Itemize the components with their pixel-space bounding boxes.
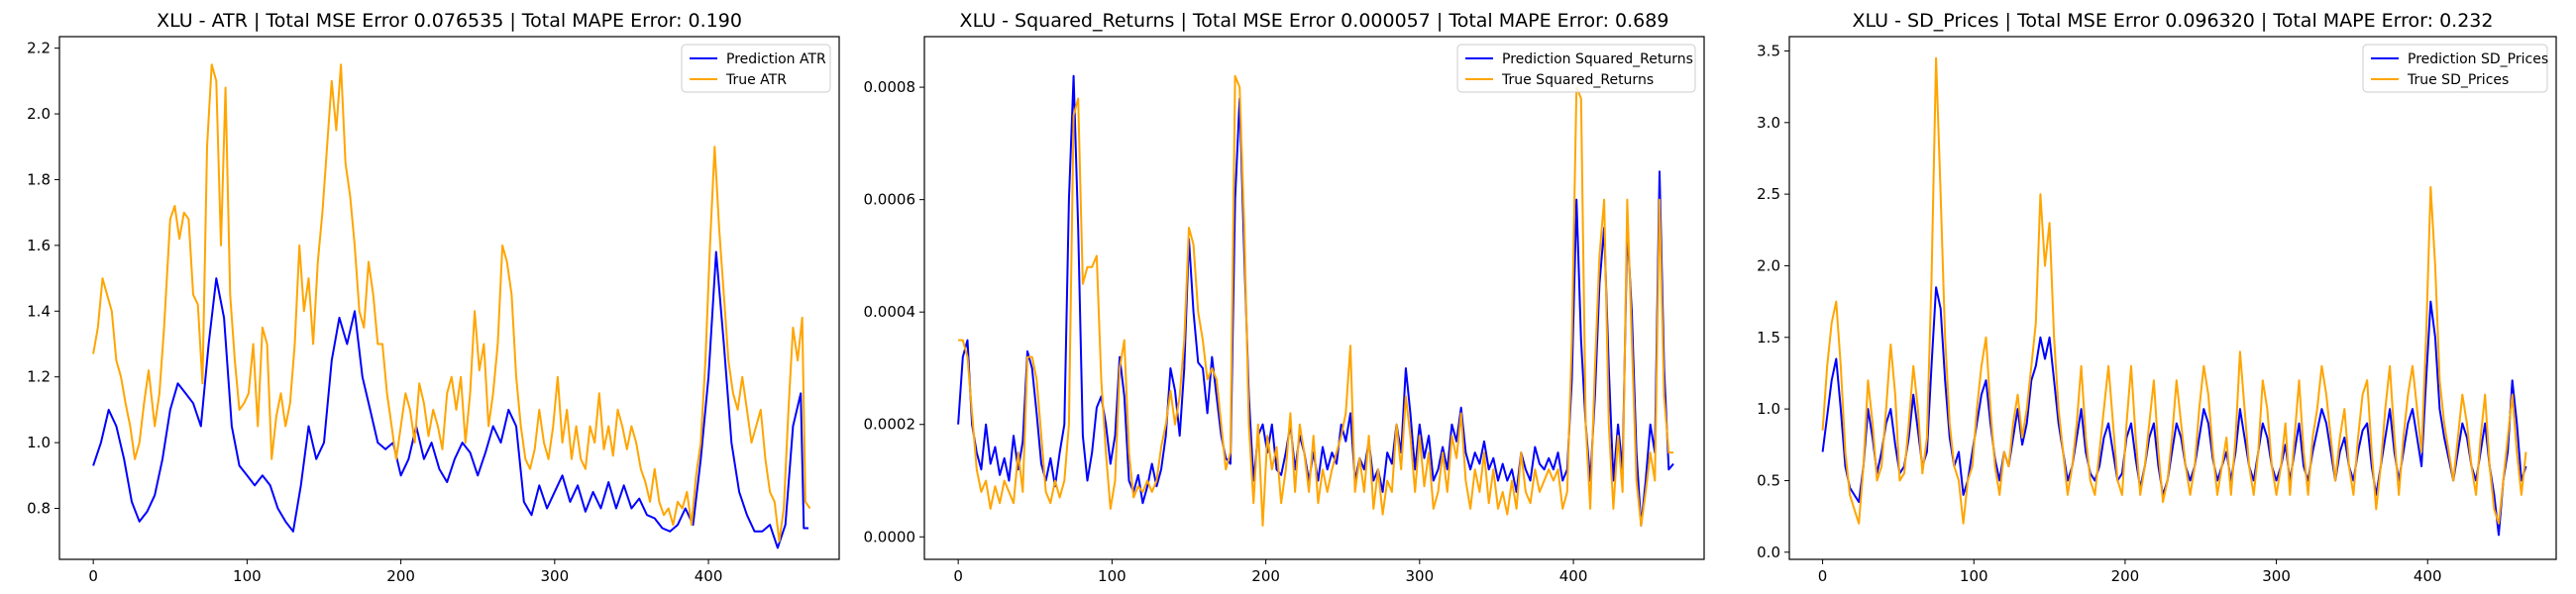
y-tick-label: 1.8 (27, 170, 51, 188)
legend-box (1456, 44, 1696, 93)
legend-label-0: Prediction SD_Prices (2408, 51, 2548, 67)
x-tick-label: 100 (233, 567, 262, 585)
legend-box (2362, 44, 2548, 93)
chart-title: XLU - Squared_Returns | Total MSE Error … (960, 10, 1669, 32)
x-tick-label: 200 (2111, 567, 2140, 585)
x-tick-label: 400 (695, 567, 723, 585)
y-tick-label: 2.0 (27, 105, 51, 123)
x-tick-label: 400 (1559, 567, 1588, 585)
x-tick-label: 200 (1251, 567, 1280, 585)
x-tick-label: 100 (1960, 567, 1988, 585)
subplot-2: XLU - SD_Prices | Total MSE Error 0.0963… (1757, 10, 2557, 585)
y-tick-label: 1.0 (27, 434, 51, 451)
y-tick-label: 0.0002 (864, 416, 916, 434)
y-tick-label: 0.0000 (864, 528, 916, 545)
legend-label-0: Prediction ATR (726, 51, 826, 67)
y-tick-label: 0.0006 (864, 191, 916, 209)
legend-label-1: True Squared_Returns (1501, 72, 1654, 88)
series-line-1 (958, 74, 1673, 527)
y-tick-label: 0.0 (1757, 544, 1780, 561)
y-tick-label: 2.5 (1757, 185, 1780, 203)
y-tick-label: 0.5 (1757, 471, 1780, 489)
y-tick-label: 0.8 (27, 500, 51, 518)
series-line-0 (1821, 286, 2527, 537)
legend-box (681, 44, 831, 93)
y-tick-label: 1.0 (1757, 400, 1780, 418)
x-tick-label: 300 (541, 567, 570, 585)
x-tick-label: 0 (953, 567, 963, 585)
x-tick-label: 0 (1818, 567, 1828, 585)
subplot-1: XLU - Squared_Returns | Total MSE Error … (864, 10, 1705, 585)
axes-frame (923, 36, 1705, 560)
axes-frame (1788, 36, 2557, 560)
x-tick-label: 300 (2262, 567, 2291, 585)
axes-frame (58, 36, 840, 560)
series-line-0 (92, 250, 808, 549)
y-tick-label: 3.0 (1757, 114, 1780, 132)
y-tick-label: 1.5 (1757, 329, 1780, 346)
series-line-1 (1821, 56, 2527, 525)
y-tick-label: 1.6 (27, 237, 51, 254)
legend-label-1: True SD_Prices (2407, 72, 2509, 88)
x-tick-label: 0 (88, 567, 98, 585)
legend-label-0: Prediction Squared_Returns (1502, 51, 1693, 67)
legend-label-1: True ATR (725, 72, 787, 88)
chart-title: XLU - SD_Prices | Total MSE Error 0.0963… (1853, 10, 2494, 32)
x-tick-label: 300 (1406, 567, 1435, 585)
y-tick-label: 1.2 (27, 368, 51, 386)
y-tick-label: 2.2 (27, 40, 51, 57)
y-tick-label: 2.0 (1757, 256, 1780, 274)
chart-title: XLU - ATR | Total MSE Error 0.076535 | T… (157, 10, 742, 32)
subplot-0: XLU - ATR | Total MSE Error 0.076535 | T… (27, 10, 840, 585)
series-line-1 (92, 63, 811, 543)
x-tick-label: 400 (2414, 567, 2442, 585)
x-tick-label: 200 (386, 567, 415, 585)
y-tick-label: 3.5 (1757, 42, 1780, 59)
y-tick-label: 0.0004 (864, 303, 916, 321)
x-tick-label: 100 (1098, 567, 1127, 585)
y-tick-label: 0.0008 (864, 78, 916, 96)
y-tick-label: 1.4 (27, 302, 51, 320)
